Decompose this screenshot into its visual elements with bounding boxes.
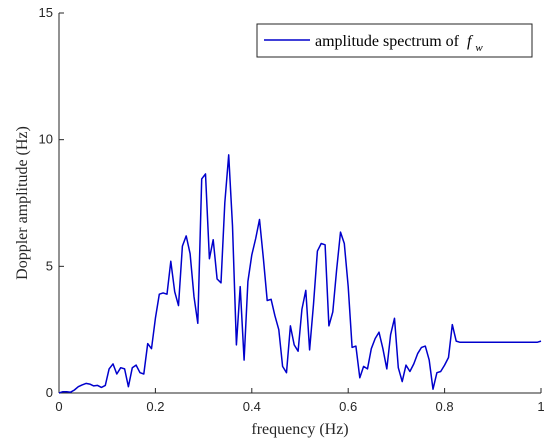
legend-label-text: amplitude spectrum of (315, 33, 460, 50)
legend: amplitude spectrum of f w (256, 23, 533, 58)
y-tick-label: 5 (46, 258, 53, 273)
x-ticks: 0 0.2 0.4 0.6 0.8 1 (55, 388, 545, 414)
x-tick-label: 0 (55, 399, 62, 414)
x-tick-label: 1 (537, 399, 544, 414)
y-tick-label: 10 (39, 132, 53, 147)
y-ticks: 0 5 10 15 (39, 5, 64, 400)
x-tick-label: 0.2 (146, 399, 164, 414)
x-tick-label: 0.4 (243, 399, 261, 414)
legend-label-symbol: f (467, 33, 474, 50)
y-tick-label: 15 (39, 5, 53, 20)
y-tick-label: 0 (46, 385, 53, 400)
x-axis-title: frequency (Hz) (251, 421, 348, 438)
x-tick-label: 0.6 (339, 399, 357, 414)
legend-label-subscript: w (475, 42, 483, 54)
series-line-amplitude-spectrum (58, 154, 542, 394)
y-axis-title: Doppler amplitude (Hz) (14, 126, 31, 280)
axes: 0 0.2 0.4 0.6 0.8 1 0 5 10 15 (39, 5, 545, 414)
legend-label: amplitude spectrum of f w (315, 33, 483, 54)
x-tick-label: 0.8 (436, 399, 454, 414)
